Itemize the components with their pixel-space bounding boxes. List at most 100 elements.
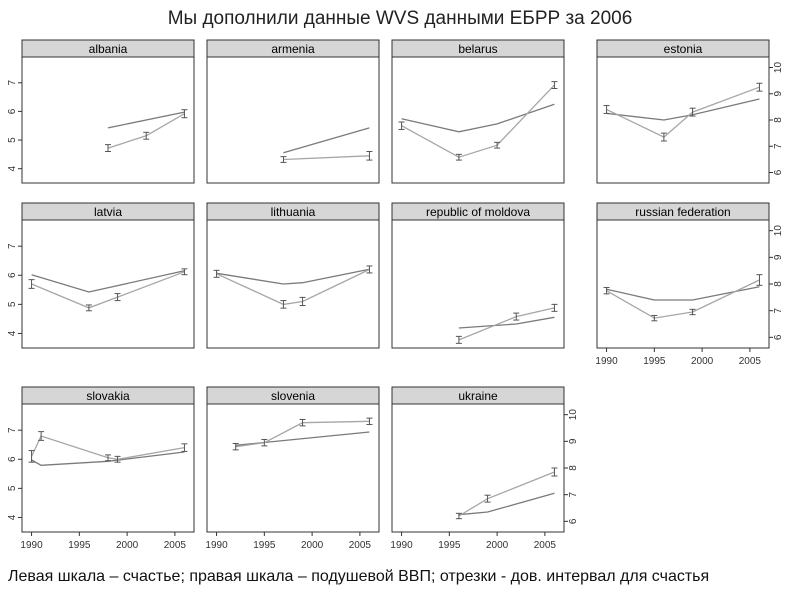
right-axis-tick-label: 10 [568,409,579,421]
x-axis-tick-label: 2000 [116,540,139,551]
panel-albania: albania 4 5 6 7 [7,39,195,184]
chart-title: Мы дополнили данные WVS данными ЕБРР за … [167,8,633,29]
ci-errorbar [366,417,373,426]
panel-strip-label: armenia [271,42,315,56]
gdp-line [458,316,555,329]
x-axis-tick-label: 1990 [20,540,43,551]
panel-strip-label: latvia [94,205,122,219]
panel-latvia: latvia 4 5 6 7 [7,202,195,349]
ci-errorbar [261,438,268,447]
ci-errorbar [551,303,558,312]
x-axis-tick-label: 2005 [534,540,557,551]
ci-errorbar [366,151,373,161]
ci-errorbar [398,121,405,130]
x-axis-tick-label: 2000 [691,356,714,367]
right-axis-tick-label: 6 [568,518,579,524]
ci-errorbar [213,269,220,278]
gdp-line [107,111,185,129]
ci-errorbar [299,296,306,307]
right-axis-tick-label: 6 [773,334,784,340]
happiness-line [31,271,185,309]
right-axis-tick-label: 7 [773,307,784,313]
panel-republic-of-moldova: republic of moldova [391,202,565,349]
gdp-line [283,127,370,154]
x-axis-tick-label: 1990 [595,356,618,367]
panel-armenia: armenia [206,39,380,184]
panel-frame [206,403,380,533]
panel-strip-label: russian federation [635,205,730,219]
panel-frame [21,56,195,184]
panel-lithuania: lithuania [206,202,380,349]
ci-errorbar [603,105,610,114]
ci-errorbar [651,314,658,322]
x-axis-tick-label: 1995 [438,540,461,551]
panel-frame [21,403,195,533]
ci-errorbar [28,450,35,463]
panel-strip-label: ukraine [458,389,498,403]
ci-errorbar [38,431,45,441]
x-axis-tick-label: 2000 [486,540,509,551]
panel-strip-label: slovenia [271,389,315,403]
panel-frame [596,219,770,349]
gdp-line [606,286,760,301]
gdp-line [31,451,185,466]
panel-slovenia: slovenia 1990 1995 2000 2005 [205,386,380,551]
right-axis-tick-label: 9 [568,438,579,444]
gdp-line [216,268,370,285]
panel-strip-label: lithuania [271,205,316,219]
x-axis-tick-label: 1990 [205,540,228,551]
gdp-line [31,270,185,293]
chart-caption: Левая шкала – счастье; правая шкала – по… [8,568,710,585]
ci-errorbar [232,442,239,451]
left-axis-tick-label: 7 [7,80,18,86]
happiness-line [283,155,370,161]
panel-strip-label: albania [89,42,128,56]
ci-errorbar [551,81,558,89]
ci-errorbar [280,300,287,309]
panel-strip-label: estonia [664,42,703,56]
panel-strip-label: republic of moldova [426,205,530,219]
ci-errorbar [689,107,696,117]
ci-errorbar [689,308,696,316]
x-axis-tick-label: 2005 [739,356,762,367]
ci-errorbar [280,156,287,163]
ci-errorbar [105,454,111,462]
right-axis-tick-label: 10 [773,62,784,74]
panel-ukraine: ukraine 6 7 8 9 10 1990 1995 2000 2005 [390,386,579,551]
ci-errorbar [513,312,520,321]
ci-errorbar [455,153,462,161]
x-axis-tick-label: 2000 [301,540,324,551]
x-axis-tick-label: 2005 [349,540,372,551]
left-axis-tick-label: 5 [7,485,18,491]
ci-errorbar [366,265,373,274]
gdp-line [401,103,555,133]
ci-errorbar [105,144,111,152]
x-axis-tick-label: 1995 [68,540,91,551]
ci-errorbar [114,293,121,302]
happiness-line [606,86,760,138]
left-axis-tick-label: 6 [7,108,18,114]
ci-errorbar [181,109,188,119]
left-axis-tick-label: 5 [7,301,18,307]
x-axis-tick-label: 1990 [390,540,413,551]
left-axis-tick-label: 4 [7,330,18,336]
left-axis-tick-label: 7 [7,427,18,433]
panel-russian-federation: russian federation 6 7 8 9 10 1990 1995 2000 2005 [595,202,784,367]
ci-errorbar [28,279,35,289]
ci-errorbar [181,443,188,452]
panel-frame [206,56,380,184]
happiness-line [401,84,555,158]
panel-frame [391,56,565,184]
ci-errorbar [603,286,610,295]
panel-slovakia: slovakia 4 5 6 7 1990 1995 2000 2005 [7,386,195,551]
panel-strip-label: belarus [458,42,497,56]
right-axis-tick-label: 9 [773,91,784,97]
ci-errorbar [181,268,188,276]
ci-errorbar [660,132,667,142]
panel-strip-label: slovakia [86,389,130,403]
left-axis-tick-label: 7 [7,243,18,249]
right-axis-tick-label: 8 [773,281,784,287]
ci-errorbar [114,455,121,463]
ci-errorbar [455,512,462,520]
